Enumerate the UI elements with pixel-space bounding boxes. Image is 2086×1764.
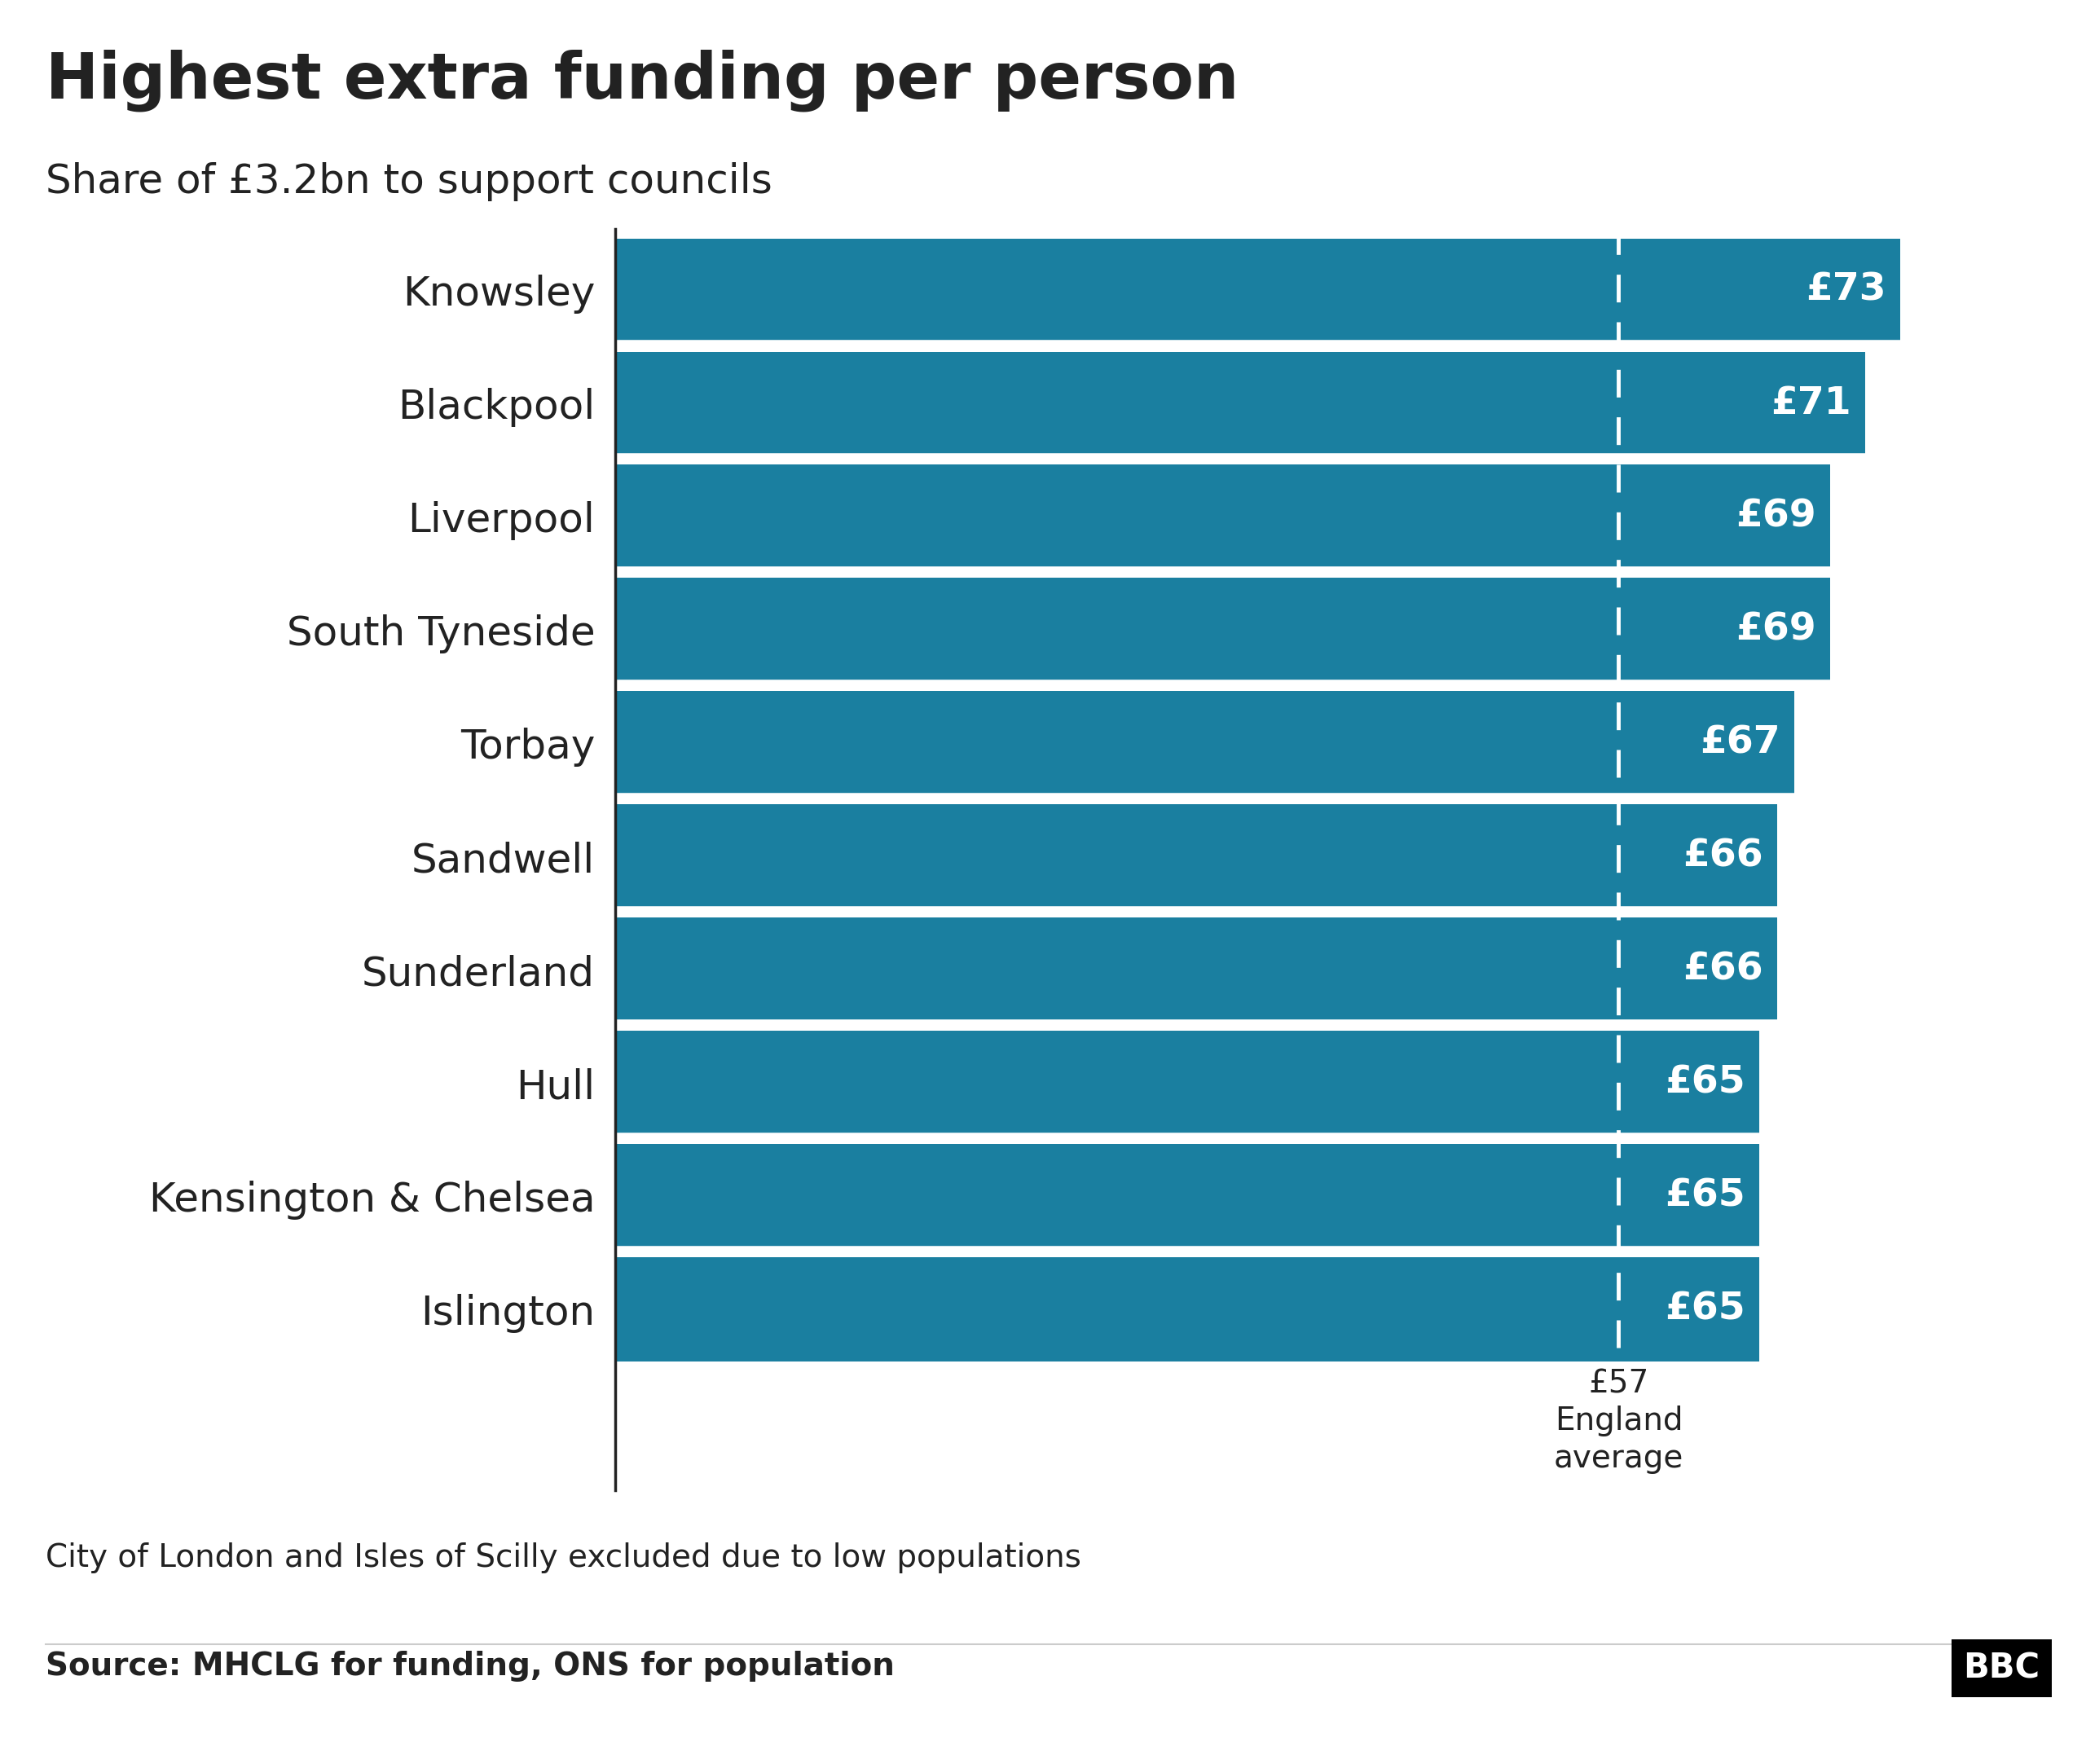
Text: Source: MHCLG for funding, ONS for population: Source: MHCLG for funding, ONS for popul… — [46, 1651, 895, 1683]
Text: £65: £65 — [1665, 1178, 1746, 1215]
Text: BBC: BBC — [1963, 1651, 2040, 1685]
Bar — [615, 804, 1777, 908]
Bar — [615, 351, 1865, 455]
Text: £67: £67 — [1700, 725, 1781, 762]
Text: £65: £65 — [1665, 1065, 1746, 1101]
Bar — [615, 466, 1829, 570]
Bar — [615, 691, 1794, 796]
Text: £66: £66 — [1683, 838, 1763, 875]
Text: £73: £73 — [1806, 272, 1886, 309]
Text: England: England — [1554, 1406, 1683, 1436]
Bar — [615, 1145, 1758, 1249]
Text: £71: £71 — [1771, 385, 1850, 422]
Bar — [615, 579, 1829, 683]
Text: Share of £3.2bn to support councils: Share of £3.2bn to support councils — [46, 162, 772, 201]
Text: £69: £69 — [1736, 612, 1815, 649]
Bar — [615, 917, 1777, 1021]
Bar — [615, 1030, 1758, 1134]
Bar — [615, 1258, 1758, 1362]
Text: City of London and Isles of Scilly excluded due to low populations: City of London and Isles of Scilly exclu… — [46, 1542, 1081, 1573]
Text: £66: £66 — [1683, 951, 1763, 988]
Text: £69: £69 — [1736, 499, 1815, 534]
Bar — [615, 238, 1900, 342]
Text: average: average — [1554, 1443, 1683, 1475]
Text: £65: £65 — [1665, 1291, 1746, 1328]
Text: £57: £57 — [1587, 1369, 1648, 1399]
Text: Highest extra funding per person: Highest extra funding per person — [46, 49, 1239, 111]
